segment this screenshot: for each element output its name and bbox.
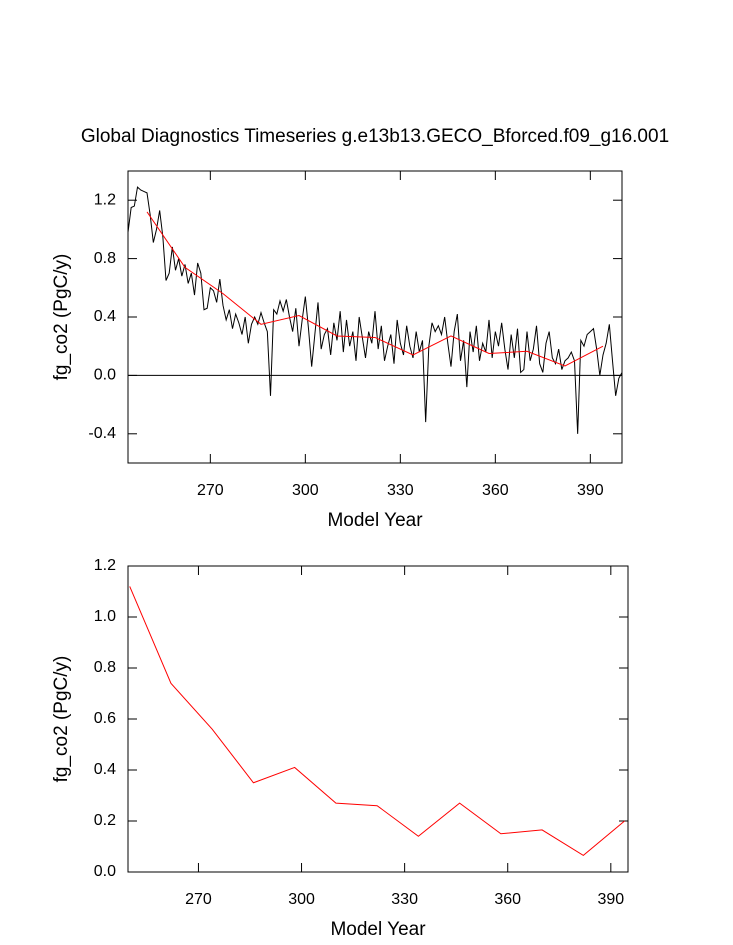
y-tick-label: 0.6	[94, 710, 116, 727]
y-tick-label: 0.8	[94, 250, 116, 267]
y-tick-label: 0.4	[94, 761, 116, 778]
x-tick-label: 270	[185, 891, 212, 908]
x-axis-label: Model Year	[327, 510, 423, 531]
x-tick-label: 330	[387, 482, 414, 499]
series-line	[129, 586, 625, 857]
x-tick-label: 300	[288, 891, 315, 908]
y-tick-label: 0.0	[94, 863, 116, 880]
plot-frame	[127, 565, 629, 873]
x-tick-label: 270	[197, 482, 224, 499]
chart-title: Global Diagnostics Timeseries g.e13b13.G…	[81, 126, 669, 147]
y-tick-label: 1.2	[94, 557, 116, 574]
plot-frame	[127, 170, 623, 464]
y-tick-label: 1.2	[94, 191, 116, 208]
y-tick-label: 0.4	[94, 308, 116, 325]
x-axis-label: Model Year	[330, 919, 426, 940]
series-line	[146, 211, 604, 367]
series-line	[127, 186, 623, 434]
x-tick-label: 390	[577, 482, 604, 499]
y-tick-label: 0.2	[94, 812, 116, 829]
x-tick-label: 330	[391, 891, 418, 908]
y-tick-label: 0.8	[94, 659, 116, 676]
x-tick-label: 360	[482, 482, 509, 499]
y-tick-label: 1.0	[94, 608, 116, 625]
y-axis-label: fg_co2 (PgC/y)	[51, 656, 72, 783]
x-tick-label: 360	[494, 891, 521, 908]
y-tick-label: -0.4	[88, 425, 116, 442]
y-tick-label: 0.0	[94, 367, 116, 384]
x-tick-label: 300	[292, 482, 319, 499]
x-tick-label: 390	[597, 891, 624, 908]
y-axis-label: fg_co2 (PgC/y)	[51, 254, 72, 381]
